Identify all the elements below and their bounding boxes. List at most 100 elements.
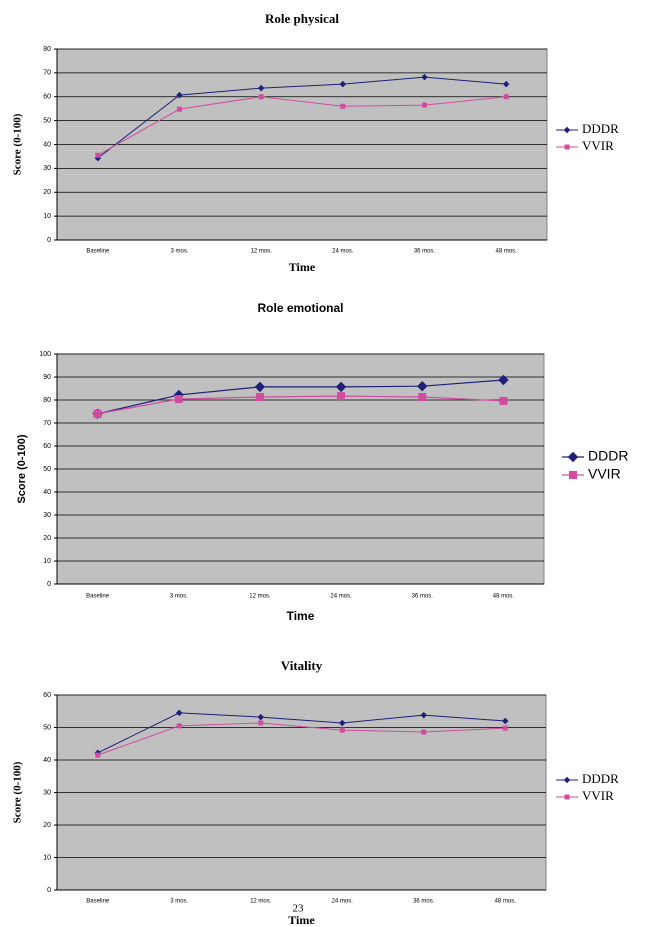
x-axis-title: Time [288, 913, 315, 927]
series-line [97, 395, 504, 415]
y-tick-label: 60 [43, 94, 51, 101]
legend-label: DDDR [582, 121, 619, 136]
point [422, 102, 427, 108]
point [176, 723, 182, 729]
legend-label: VVIR [582, 788, 614, 803]
y-tick-label: 0 [47, 237, 51, 244]
y-tick-label: 50 [43, 724, 51, 731]
chart-title: Vitality [281, 658, 323, 673]
point [339, 727, 345, 733]
legend-marker [569, 471, 577, 479]
point [176, 91, 183, 99]
point [257, 84, 265, 92]
y-tick-label: 0 [47, 887, 51, 894]
point [257, 713, 264, 721]
point [255, 393, 264, 402]
x-tick-label: 48 mos. [495, 249, 517, 255]
y-tick-label: 80 [43, 397, 51, 404]
y-tick-label: 50 [43, 466, 51, 473]
y-tick-label: 40 [43, 489, 51, 496]
y-tick-label: 90 [43, 374, 51, 381]
point [420, 711, 427, 719]
series-line [97, 712, 506, 754]
y-tick-label: 60 [43, 443, 51, 450]
point [254, 381, 266, 393]
legend-marker [567, 451, 579, 463]
point [258, 720, 264, 726]
series-line [97, 379, 504, 415]
x-tick-label: 48 mos. [493, 594, 515, 600]
y-tick-label: 20 [43, 535, 51, 542]
point [258, 94, 264, 100]
point [498, 374, 509, 386]
y-tick-label: 40 [43, 757, 51, 764]
chart: Role physical 0 10 20 30 40 50 60 70 80 Baseline 3 … [12, 11, 620, 274]
y-tick-label: 0 [47, 581, 51, 588]
chart-title: Role emotional [257, 301, 343, 315]
point [335, 381, 347, 393]
y-tick-label: 80 [43, 46, 51, 53]
point [503, 94, 509, 100]
point [173, 389, 184, 401]
x-tick-label: 3 mos. [170, 899, 188, 905]
x-tick-label: 24 mos. [330, 594, 352, 600]
y-tick-label: 20 [43, 822, 51, 829]
x-tick-label: 12 mos. [250, 249, 272, 255]
point [176, 709, 183, 717]
series-line [97, 96, 507, 156]
point [502, 80, 510, 88]
point [502, 717, 509, 725]
y-tick-label: 10 [43, 213, 51, 220]
point [418, 393, 427, 402]
point [340, 103, 346, 109]
y-tick-label: 40 [43, 141, 51, 148]
series-line [97, 722, 506, 756]
y-tick-label: 10 [43, 854, 51, 861]
x-tick-label: Baseline [86, 249, 110, 255]
legend-label: VVIR [588, 466, 621, 482]
point [95, 152, 101, 158]
chart: Vitality 0 10 20 30 40 50 60 Baseline 3 mos. 12 mo… [12, 658, 620, 927]
x-tick-label: 36 mos. [413, 899, 435, 905]
x-tick-label: Baseline [86, 899, 110, 905]
x-axis-title: Time [289, 260, 316, 274]
legend-label: DDDR [588, 448, 628, 464]
legend-marker [563, 776, 571, 784]
y-tick-label: 50 [43, 117, 51, 124]
point [177, 106, 182, 112]
y-axis-title: Score (0-100) [12, 761, 24, 823]
x-tick-label: 36 mos. [412, 594, 434, 600]
y-tick-label: 70 [43, 420, 51, 427]
y-tick-label: 30 [43, 789, 51, 796]
point [499, 396, 508, 405]
x-tick-label: 3 mos. [170, 594, 188, 600]
point [421, 73, 428, 81]
legend-marker [564, 144, 570, 150]
point [339, 80, 347, 88]
page-number: 23 [293, 903, 305, 915]
point [337, 392, 346, 401]
x-tick-label: 36 mos. [414, 249, 436, 255]
chart: Role emotional 0 10 20 30 40 50 60 70 80 90 100 Base… [16, 301, 629, 623]
x-tick-label: 48 mos. [495, 899, 517, 905]
y-tick-label: 20 [43, 189, 51, 196]
point [417, 381, 428, 392]
point [174, 395, 183, 404]
legend-marker [563, 126, 571, 134]
legend-marker [564, 794, 570, 800]
x-tick-label: 12 mos. [249, 594, 271, 600]
point [95, 752, 101, 758]
x-tick-label: 3 mos. [170, 249, 188, 255]
series-line [97, 76, 507, 159]
y-tick-label: 30 [43, 165, 51, 172]
y-tick-label: 10 [43, 558, 51, 565]
chart-title: Role physical [265, 11, 339, 26]
point [93, 409, 102, 418]
point [502, 725, 508, 731]
legend-label: DDDR [582, 771, 619, 786]
y-axis-title: Score (0-100) [16, 434, 28, 503]
point [339, 719, 346, 727]
x-tick-label: Baseline [86, 594, 110, 600]
x-tick-label: 24 mos. [332, 249, 354, 255]
